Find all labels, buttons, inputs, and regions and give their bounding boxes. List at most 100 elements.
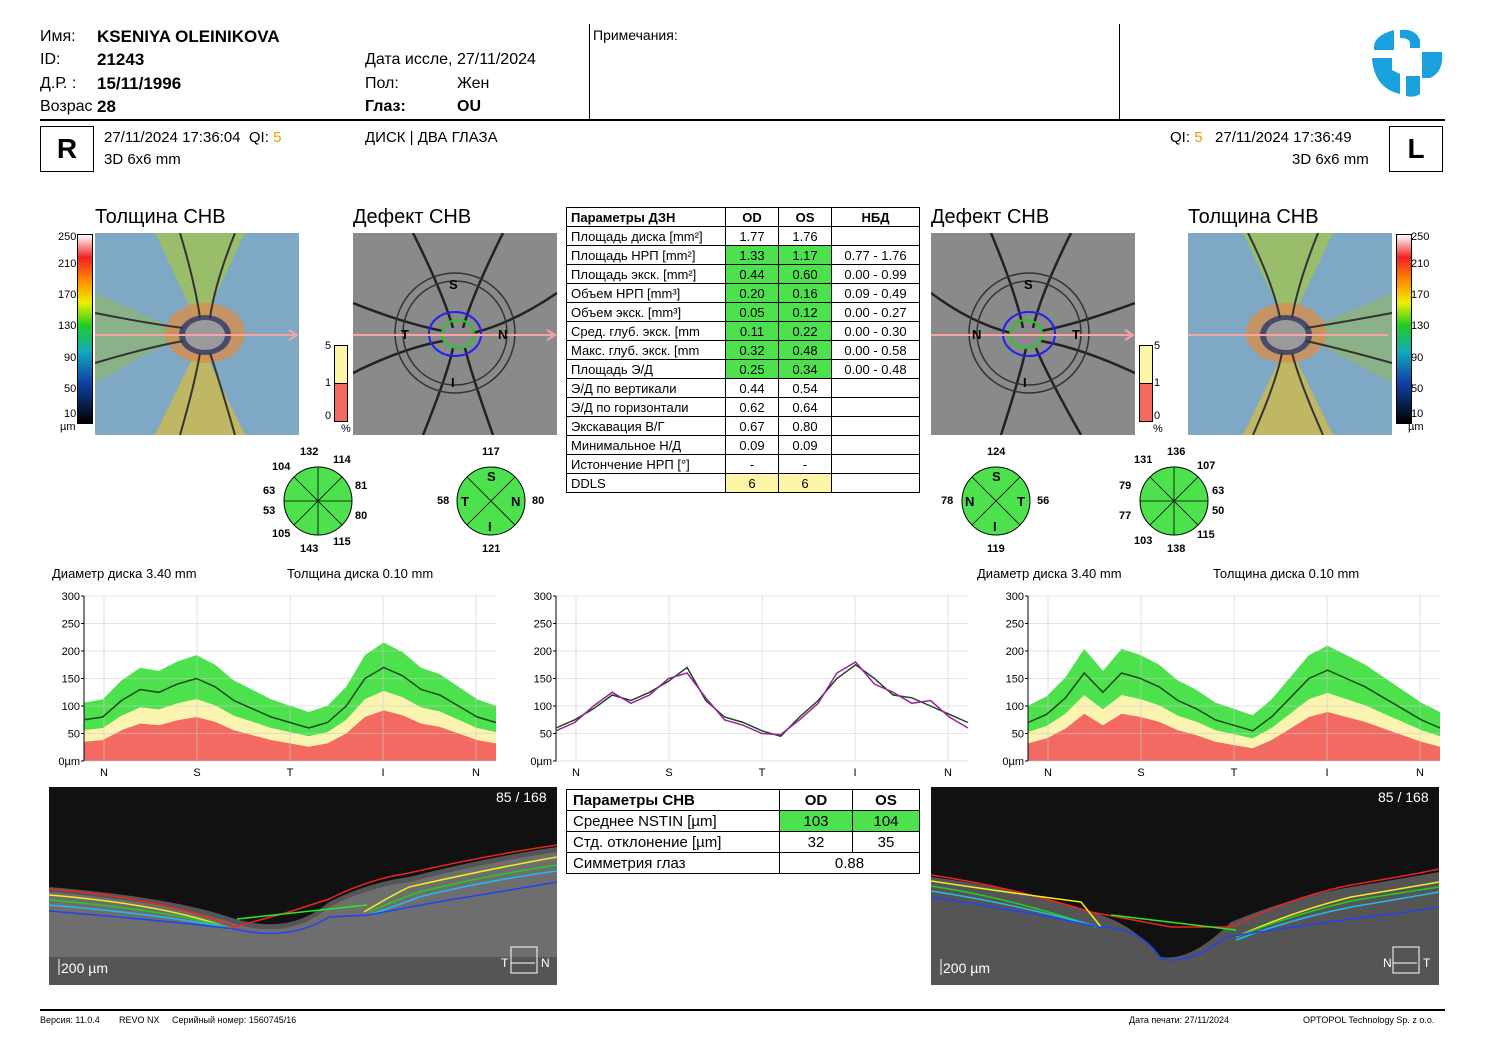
onh-od: 0.20 [725, 283, 779, 303]
od-fundus-i: I [451, 375, 455, 390]
x-tick-label: S [193, 767, 200, 779]
x-tick-label: N [572, 767, 580, 779]
onh-norm [831, 416, 920, 436]
onh-norm: 0.77 - 1.76 [831, 245, 920, 265]
rnfl-std-os: 35 [852, 831, 920, 853]
os-pct-1: 1 [1154, 377, 1161, 389]
y-tick-label: 250 [62, 619, 80, 631]
x-tick-label: T [287, 767, 294, 779]
x-tick-label: T [1231, 767, 1238, 779]
os-scan-type: 3D 6x6 mm [1292, 151, 1369, 168]
od-quad-label-t: T [461, 494, 469, 509]
onh-os: 0.16 [778, 283, 832, 303]
table-row: Площадь диска [mm²] 1.77 1.76 [566, 226, 920, 246]
od-thickness-colorbar [77, 234, 93, 424]
od-clock-81: 81 [355, 480, 368, 492]
patient-age: 28 [97, 97, 116, 116]
optopol-logo-icon [1372, 29, 1443, 97]
od-bscan-dir-n: N [541, 956, 550, 970]
x-tick-label: I [381, 767, 384, 779]
od-scan-type: 3D 6x6 mm [104, 151, 181, 168]
y-tick-label: 50 [68, 729, 80, 741]
os-quad-n: 78 [941, 495, 954, 507]
y-tick-label: 0µm [530, 756, 552, 768]
x-tick-label: N [100, 767, 108, 779]
onh-norm [831, 397, 920, 417]
x-tick-label: T [759, 767, 766, 779]
onh-label: Площадь экск. [mm²] [566, 264, 726, 284]
table-row: Макс. глуб. экск. [mm 0.32 0.48 0.00 - 0.58 [566, 340, 920, 360]
rnfl-sym-label: Симметрия глаз [566, 852, 780, 874]
onh-norm [831, 435, 920, 455]
os-thickness-map [1188, 233, 1392, 435]
os-scale-unit: µm [1408, 421, 1424, 433]
os-bscan-image [931, 787, 1439, 985]
onh-od: 0.44 [725, 378, 779, 398]
od-clock-80: 80 [355, 510, 368, 522]
os-pct-bar-yellow [1139, 345, 1153, 384]
od-datetime-text: 27/11/2024 17:36:04 [104, 129, 241, 146]
os-clock-107: 107 [1197, 460, 1216, 472]
patient-name: KSENIYA OLEINIKOVA [97, 27, 280, 46]
os-pct-bar-red [1139, 383, 1153, 422]
onh-header-norm: НБД [831, 207, 920, 227]
os-thickness-colorbar [1396, 234, 1412, 424]
onh-od: 0.44 [725, 264, 779, 284]
od-bscan-image [49, 787, 557, 985]
onh-label: DDLS [566, 473, 726, 493]
exam-date-label: Дата иссле, [365, 51, 453, 68]
y-tick-label: 50 [540, 729, 552, 741]
os-thickness-title: Толщина СНВ [1188, 206, 1319, 228]
os-clock-138: 138 [1167, 543, 1186, 555]
onh-os: 6 [778, 473, 832, 493]
table-row: Экскавация В/Г 0.67 0.80 [566, 416, 920, 436]
y-tick-label: 100 [1006, 701, 1024, 713]
x-tick-label: I [853, 767, 856, 779]
od-pct-1: 1 [325, 377, 332, 389]
onh-header-od: OD [725, 207, 779, 227]
onh-os: 1.76 [778, 226, 832, 246]
y-tick-label: 150 [1006, 674, 1024, 686]
os-clock-115: 115 [1197, 529, 1215, 541]
rnfl-std-od: 32 [779, 831, 853, 853]
od-quad-t: 58 [437, 495, 450, 507]
od-defect-title: Дефект СНВ [353, 206, 472, 228]
id-label: ID: [40, 51, 61, 68]
onh-label: Сред. глуб. экск. [mm [566, 321, 726, 341]
x-tick-label: N [1416, 767, 1424, 779]
onh-os: 0.64 [778, 397, 832, 417]
onh-od: 1.77 [725, 226, 779, 246]
od-thickness-title: Толщина СНВ [95, 206, 226, 228]
os-clock-131: 131 [1134, 454, 1153, 466]
footer-device: REVO NX [119, 1015, 160, 1025]
od-fundus-n: N [498, 327, 508, 342]
os-fundus-s: S [1024, 277, 1033, 292]
os-scale-10: 10 [1411, 408, 1424, 420]
y-tick-label: 250 [1006, 619, 1024, 631]
series-line-od [83, 666, 497, 729]
y-tick-label: 0µm [58, 756, 80, 768]
os-quad-label-s: S [992, 469, 1001, 484]
abnormal-band [84, 710, 496, 761]
os-pct-5: 5 [1154, 340, 1161, 352]
table-row: Площадь Э/Д 0.25 0.34 0.00 - 0.48 [566, 359, 920, 379]
x-tick-label: N [944, 767, 952, 779]
y-tick-label: 150 [62, 674, 80, 686]
os-scale-130: 130 [1411, 320, 1430, 332]
onh-norm [831, 454, 920, 474]
notes-divider-right [1119, 24, 1120, 119]
od-bscan-index: 85 / 168 [496, 789, 547, 805]
footer-print-date: Дата печати: 27/11/2024 [1129, 1015, 1230, 1025]
notes-divider-left [589, 24, 590, 119]
onh-label: Объем НРП [mm³] [566, 283, 726, 303]
os-defect-fundus [931, 233, 1135, 435]
os-bscan-dir-t: T [1423, 956, 1431, 970]
onh-norm: 0.00 - 0.99 [831, 264, 920, 284]
onh-params-table: Параметры ДЗН OD OS НБД Площадь диска [m… [566, 207, 920, 493]
onh-label: Площадь Э/Д [566, 359, 726, 379]
rnfl-sym-value: 0.88 [779, 852, 920, 874]
dob-label: Д.Р. : [40, 75, 77, 92]
od-pct-5: 5 [325, 340, 332, 352]
rnfl-header-od: OD [779, 789, 853, 811]
onh-header-os: OS [778, 207, 832, 227]
